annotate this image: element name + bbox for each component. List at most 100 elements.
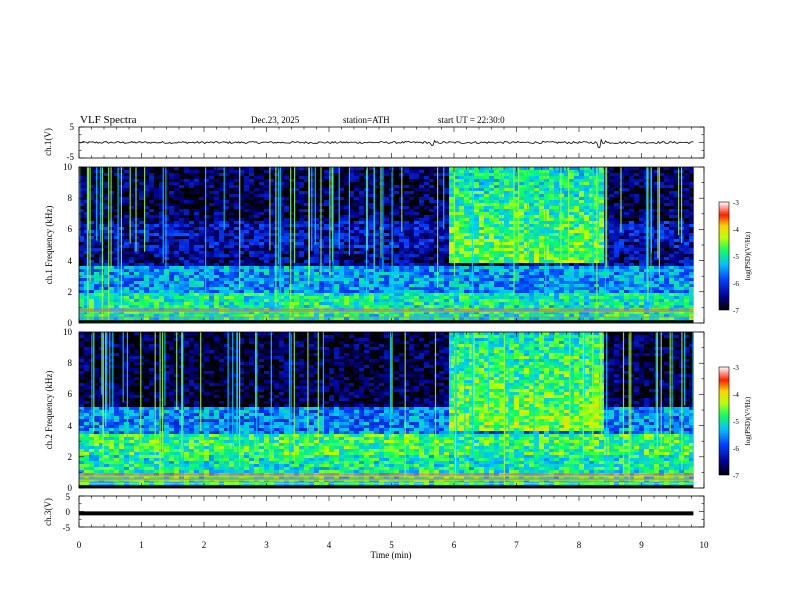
spectrogram-cell [274, 302, 280, 306]
spectrogram-cell [229, 170, 235, 174]
spectrogram-cell [199, 251, 205, 255]
spectrogram-cell [169, 209, 175, 213]
spectrogram-cell [334, 188, 340, 192]
spectrogram-cell [449, 296, 455, 300]
spectrogram-cell [139, 263, 145, 267]
spectrogram-cell [404, 194, 410, 198]
spectrogram-cell [404, 218, 410, 222]
spectrogram-cell [279, 299, 285, 303]
spectrogram-cell [289, 221, 295, 225]
spectrogram-cell [484, 182, 490, 186]
spectrogram-cell [324, 305, 330, 309]
spectrogram-cell [289, 272, 295, 276]
spectrogram-cell [374, 239, 380, 243]
spectrogram-cell [344, 275, 350, 279]
spectrogram-cell [309, 251, 315, 255]
spectrogram-cell [509, 269, 515, 273]
spectrogram-cell [189, 248, 195, 252]
spectrogram-cell [429, 200, 435, 204]
spectrogram-cell [349, 212, 355, 216]
spectrogram-cell [539, 281, 545, 285]
spectrogram-cell [259, 203, 265, 207]
spectrogram-cell [344, 257, 350, 261]
spectrogram-cell [544, 263, 550, 267]
spectrogram-cell [439, 242, 445, 246]
spectrogram-cell [169, 203, 175, 207]
spectrogram-cell [499, 269, 505, 273]
spectrogram-cell [469, 260, 475, 264]
spectrogram-cell [264, 176, 270, 180]
spectrogram-cell [374, 218, 380, 222]
spectrogram-cell [159, 176, 165, 180]
spectrogram-cell [439, 203, 445, 207]
spectrogram-cell [184, 179, 190, 183]
spectrogram-cell [124, 269, 130, 273]
spectrogram-cell [174, 179, 180, 183]
spectrogram-cell [534, 185, 540, 189]
spectrogram-cell [289, 200, 295, 204]
spectrogram-cell [89, 275, 95, 279]
spectrogram-cell [289, 173, 295, 177]
spectrogram-cell [434, 272, 440, 276]
spectrogram-cell [124, 311, 130, 315]
spectrogram-cell [419, 248, 425, 252]
spectrogram-cell [344, 239, 350, 243]
spectrogram-cell [159, 221, 165, 225]
spectrogram-cell [354, 317, 360, 321]
spectrogram-cell [124, 170, 130, 174]
spectrogram-cell [339, 239, 345, 243]
spectrogram-cell [199, 197, 205, 201]
spectrogram-cell [214, 197, 220, 201]
spectrogram-cell [284, 167, 290, 171]
spectrogram-cell [524, 236, 530, 240]
spectrogram-cell [269, 275, 275, 279]
spectrogram-cell [279, 173, 285, 177]
spectrogram-cell [144, 284, 150, 288]
spectrogram-cell [299, 314, 305, 318]
spectrogram-cell [509, 287, 515, 291]
spectrogram-cell [259, 233, 265, 237]
spectrogram-cell [79, 182, 85, 186]
spectrogram-cell [404, 203, 410, 207]
spectrogram-cell [464, 254, 470, 258]
spectrogram-cell [134, 188, 140, 192]
spectrogram-cell [429, 221, 435, 225]
spectrogram-cell [94, 299, 100, 303]
spectrogram-cell [214, 173, 220, 177]
spectrogram-cell [174, 239, 180, 243]
spectrogram-cell [419, 311, 425, 315]
spectrogram-cell [244, 221, 250, 225]
spectrogram-cell [404, 239, 410, 243]
spectrogram-cell [249, 263, 255, 267]
spectrogram-cell [299, 317, 305, 321]
spectrogram-cell [429, 173, 435, 177]
spectrogram-cell [164, 203, 170, 207]
spectrogram-cell [314, 311, 320, 315]
spectrogram-cell [84, 188, 90, 192]
spectrogram-cell [154, 206, 160, 210]
spectrogram-cell [384, 290, 390, 294]
spectrogram-cell [259, 197, 265, 201]
spectrogram-cell [179, 263, 185, 267]
spectrogram-cell [89, 266, 95, 270]
spectrogram-cell [99, 302, 105, 306]
spectrogram-cell [454, 281, 460, 285]
spectrogram-cell [194, 185, 200, 189]
spectrogram-cell [129, 236, 135, 240]
spectrogram-cell [459, 230, 465, 234]
spectrogram-cell [229, 287, 235, 291]
spectrogram-cell [104, 272, 110, 276]
spectrogram-cell [284, 185, 290, 189]
spectrogram-cell [374, 296, 380, 300]
spectrogram-cell [439, 227, 445, 231]
spectrogram-cell [259, 170, 265, 174]
spectrogram-cell [229, 200, 235, 204]
spectrogram-cell [354, 227, 360, 231]
spectrogram-cell [359, 272, 365, 276]
spectrogram-cell [464, 317, 470, 321]
spectrogram-cell [129, 290, 135, 294]
spectrogram-cell [504, 173, 510, 177]
spectrogram-cell [284, 263, 290, 267]
spectrogram-cell [379, 251, 385, 255]
spectrogram-cell [509, 299, 515, 303]
